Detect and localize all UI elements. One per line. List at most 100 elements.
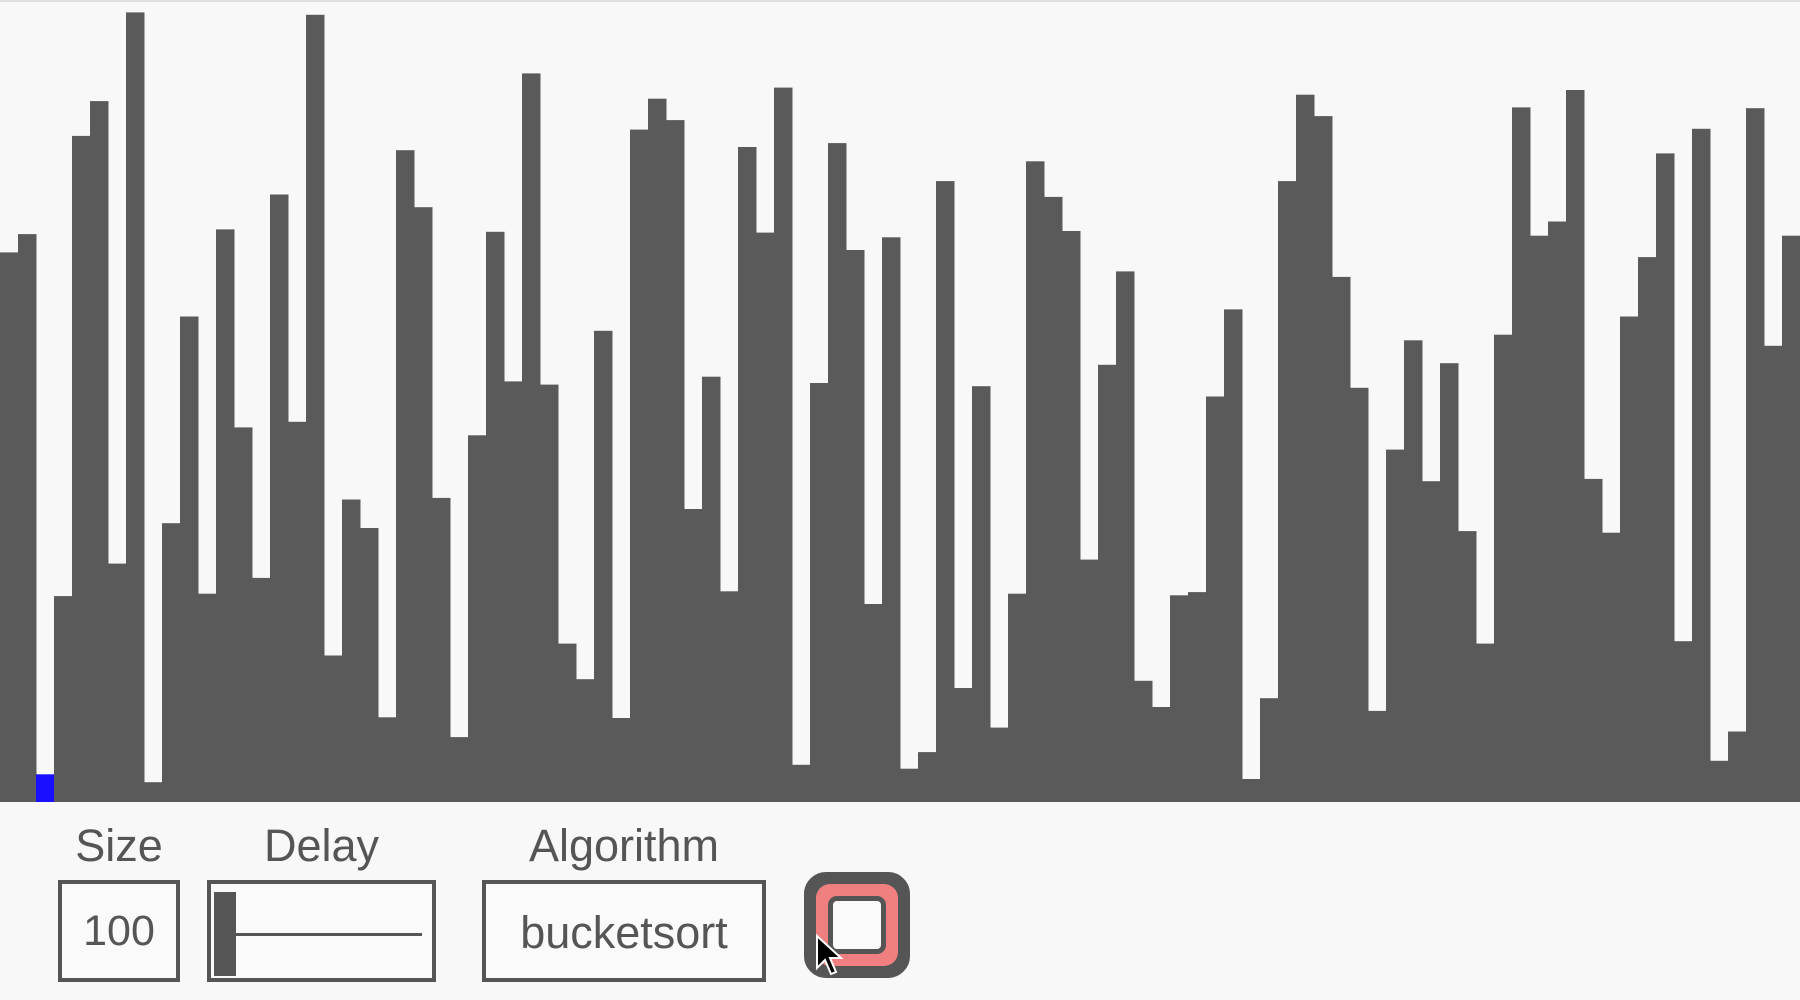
bar	[324, 655, 343, 802]
bar	[684, 509, 703, 802]
bar	[288, 421, 307, 802]
bar	[486, 231, 505, 802]
bar	[198, 593, 217, 802]
bar	[126, 12, 145, 802]
bar	[1638, 257, 1657, 802]
size-label: Size	[75, 820, 163, 871]
bar	[702, 376, 721, 802]
bar	[576, 679, 595, 802]
algorithm-label: Algorithm	[528, 820, 720, 871]
bar	[1026, 161, 1045, 802]
bar	[108, 563, 127, 802]
bars-canvas	[0, 2, 1800, 802]
bar	[1008, 593, 1027, 802]
bar	[1674, 641, 1693, 802]
bar	[450, 737, 469, 802]
bar	[234, 427, 253, 802]
bar	[360, 528, 379, 802]
square-stop-icon[interactable]	[828, 896, 886, 954]
bar	[846, 250, 865, 802]
mouse-pointer-icon	[816, 934, 844, 976]
bar	[594, 330, 613, 802]
bar	[306, 14, 325, 802]
bar	[1584, 478, 1603, 802]
bar	[504, 381, 523, 802]
bar	[738, 147, 757, 802]
bar	[1062, 231, 1081, 802]
bar	[900, 768, 919, 802]
algorithm-select[interactable]: bucketsort	[482, 880, 766, 982]
bars-svg	[0, 12, 1800, 802]
bar	[1296, 94, 1315, 802]
bar	[1710, 760, 1729, 802]
bar	[36, 774, 55, 802]
bar	[1314, 116, 1333, 802]
bar	[1602, 532, 1621, 802]
bar	[414, 207, 433, 802]
bar	[1152, 707, 1171, 802]
bar	[936, 181, 955, 802]
bar	[1458, 531, 1477, 802]
bar	[1764, 345, 1783, 802]
bar	[378, 717, 397, 802]
bar	[1404, 340, 1423, 802]
bar	[558, 643, 577, 802]
bar	[1620, 316, 1639, 802]
bar	[1206, 396, 1225, 802]
bar	[180, 316, 199, 802]
bar	[972, 386, 991, 802]
bar	[792, 764, 811, 802]
bar	[1224, 309, 1243, 802]
bar	[1350, 387, 1369, 802]
bar	[648, 98, 667, 802]
bar	[612, 718, 631, 802]
size-input[interactable]	[58, 880, 180, 982]
bar	[1134, 680, 1153, 802]
bar	[1080, 559, 1099, 802]
bar	[1116, 271, 1135, 802]
bar	[18, 234, 37, 802]
bar	[54, 596, 73, 802]
bar	[1566, 90, 1585, 802]
bar	[1332, 276, 1351, 802]
bar	[918, 752, 937, 802]
bar	[954, 688, 973, 802]
bar	[1422, 481, 1441, 802]
delay-label: Delay	[263, 820, 380, 871]
bar	[1242, 779, 1261, 802]
bar	[1548, 221, 1567, 802]
delay-slider-track[interactable]	[233, 933, 422, 936]
bar	[1656, 153, 1675, 802]
bar	[756, 232, 775, 802]
bar	[1512, 107, 1531, 802]
bar	[1044, 196, 1063, 802]
bar	[396, 150, 415, 802]
bar	[666, 120, 685, 802]
bar	[1098, 364, 1117, 802]
bar	[1440, 363, 1459, 802]
bar	[720, 591, 739, 802]
bar	[1782, 235, 1800, 802]
bar	[1260, 698, 1279, 802]
bar	[810, 383, 829, 802]
bar	[468, 435, 487, 802]
bar	[540, 384, 559, 802]
bar	[1476, 643, 1495, 802]
bar	[1368, 710, 1387, 802]
bar	[522, 73, 541, 802]
bar	[882, 237, 901, 802]
bar	[864, 604, 883, 802]
delay-slider[interactable]	[207, 880, 436, 982]
bar	[1386, 449, 1405, 802]
bar	[1278, 181, 1297, 802]
bar	[252, 577, 271, 802]
bar	[1188, 592, 1207, 802]
bar	[990, 727, 1009, 802]
delay-slider-thumb[interactable]	[214, 892, 236, 976]
bar	[0, 252, 19, 802]
bar	[270, 194, 289, 802]
bar	[342, 499, 361, 802]
bar	[162, 523, 181, 802]
bar	[774, 87, 793, 802]
